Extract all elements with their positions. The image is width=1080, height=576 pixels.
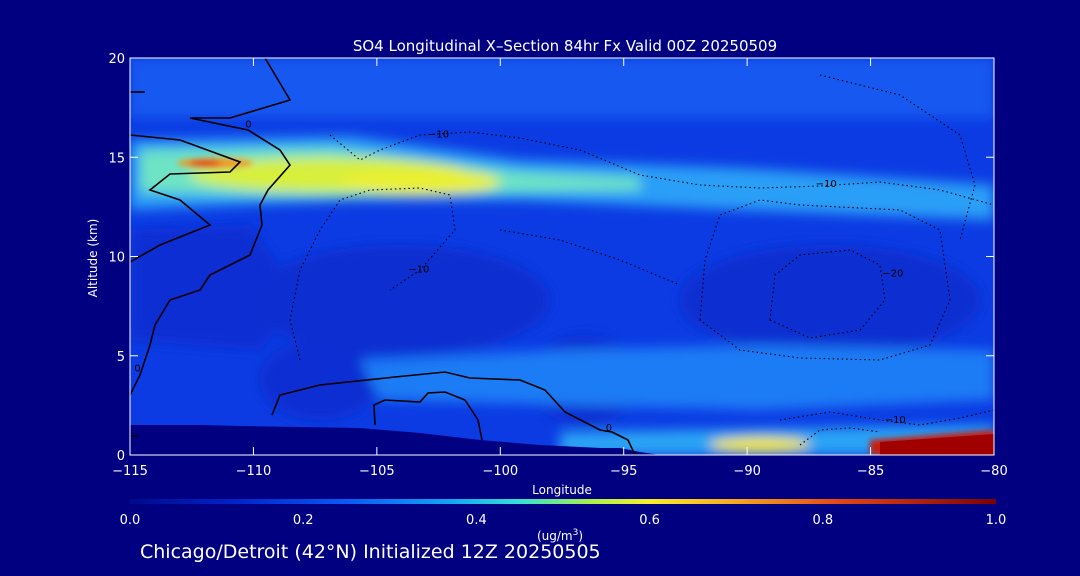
contour-labels: 0 −10 −10 −10 −10 −20 0 0 — [134, 119, 906, 434]
x-tick-label: −110 — [236, 464, 272, 479]
x-axis-label: Longitude — [532, 483, 592, 497]
contour-label: 0 — [134, 364, 140, 375]
contour-label: −10 — [885, 415, 906, 426]
field-surface-hot-core — [880, 434, 994, 455]
colorbar-tick-label: 0.0 — [120, 513, 141, 528]
field-mid-dark-center — [250, 245, 550, 355]
contour-label: −20 — [882, 268, 903, 279]
y-tick-label: 20 — [108, 52, 125, 67]
contour-neg10-top — [329, 131, 994, 206]
field-plume-yellow-2 — [340, 169, 500, 195]
x-tick-label: −80 — [980, 464, 1007, 479]
contour-zero-main — [130, 58, 292, 396]
plot-area: 0 −10 −10 −10 −10 −20 0 0 — [130, 58, 994, 455]
colorbar-ticks: 0.0 0.2 0.4 0.6 0.8 1.0 — [120, 513, 1007, 528]
field-surface-yellow — [710, 437, 810, 453]
colorbar-tick-label: 0.8 — [812, 513, 833, 528]
x-tick-label: −95 — [610, 464, 637, 479]
colorbar-tick-label: 0.6 — [639, 513, 660, 528]
colorbar-tick-label: 0.2 — [293, 513, 314, 528]
colorbar — [130, 499, 996, 504]
y-axis-label: Altitude (km) — [86, 219, 100, 298]
contour-label: 0 — [606, 423, 612, 434]
field-low-light — [360, 345, 994, 410]
contour-zero-bump — [271, 371, 636, 455]
contour-neg10-arc — [819, 74, 976, 241]
contour-neg10-west — [289, 187, 456, 361]
x-tick-label: −100 — [482, 464, 518, 479]
y-tick-label: 10 — [108, 251, 125, 266]
contour-zero-left — [130, 134, 242, 263]
y-tick-label: 0 — [117, 449, 125, 464]
contour-label: −10 — [428, 129, 449, 140]
colorbar-tick-label: 0.4 — [466, 513, 487, 528]
x-tick-label: −90 — [733, 464, 760, 479]
y-tick-label: 15 — [108, 151, 125, 166]
x-tick-label: −105 — [359, 464, 395, 479]
x-tick-label: −85 — [857, 464, 884, 479]
contour-zero-inner — [373, 391, 483, 441]
x-tick-label: −115 — [112, 464, 148, 479]
colorbar-unit-label: (ug/m3) — [537, 528, 583, 543]
chart-title: SO4 Longitudinal X–Section 84hr Fx Valid… — [353, 37, 777, 55]
field-mid-dark-west — [130, 225, 300, 350]
x-axis: −115 −110 −105 −100 −95 −90 −85 −80 — [112, 58, 1008, 479]
contour-label: −10 — [408, 264, 429, 275]
terrain — [130, 425, 660, 455]
contour-label: 0 — [245, 119, 251, 130]
colorbar-tick-label: 1.0 — [986, 513, 1007, 528]
contour-label: −10 — [816, 179, 837, 190]
footer-caption: Chicago/Detroit (42°N) Initialized 12Z 2… — [140, 541, 601, 563]
y-tick-label: 5 — [117, 350, 125, 365]
field-mid-dark-east — [680, 245, 980, 355]
field-plume-core-red — [189, 160, 221, 166]
field-upper-band — [130, 58, 994, 118]
field-low-dark-1 — [260, 340, 380, 420]
